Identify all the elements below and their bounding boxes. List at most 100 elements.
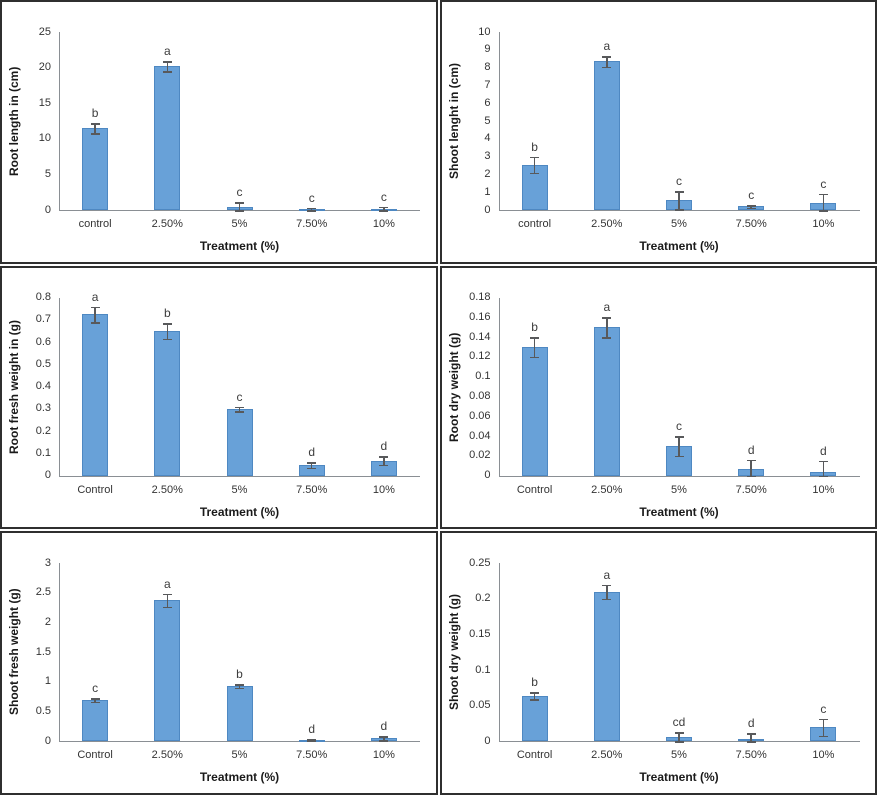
error-bar [606, 584, 608, 599]
significance-letter: a [603, 567, 611, 582]
error-bar-bottom-cap [674, 741, 684, 743]
error-bar [238, 684, 241, 688]
error-bar-top-cap [530, 692, 540, 694]
error-bar-top-cap [90, 123, 100, 125]
error-bar [533, 692, 536, 700]
y-axis-line [498, 563, 500, 742]
significance-letter: d [747, 716, 755, 731]
error-bar-top-cap [818, 718, 828, 721]
significance-letter: d [820, 443, 827, 458]
error-bar-top-cap [602, 584, 612, 587]
error-bar [94, 123, 96, 134]
y-tick-label: 7 [484, 78, 491, 91]
y-axis-title: Root fresh weight in (g) [7, 319, 21, 454]
y-tick-label: 2 [44, 616, 51, 629]
error-bar [383, 736, 385, 741]
y-tick-label: 0.05 [469, 699, 491, 712]
category-label: 2.50% [591, 749, 623, 762]
x-axis-line [59, 741, 420, 743]
category-label: 7.50% [735, 749, 767, 762]
category-label: 2.50% [151, 218, 183, 230]
y-axis-line [498, 32, 500, 210]
error-bar [166, 61, 169, 72]
y-tick-label: 0.1 [35, 446, 51, 459]
significance-letter: a [163, 576, 171, 591]
error-bar-bottom-cap [307, 210, 317, 212]
category-label: 5% [671, 483, 687, 496]
y-tick-label: 0 [44, 203, 51, 216]
category-label: 5% [231, 483, 248, 496]
y-tick-label: 9 [484, 43, 491, 56]
error-bar-top-cap [746, 733, 756, 735]
y-axis-title: Shoot dry weight (g) [446, 594, 461, 711]
bar [593, 591, 620, 742]
chart-panel-root-length: 0 5 10 15 20 25 b control a 2.50% c 5% c 7.50% c 10% Tre… [0, 0, 438, 264]
bar [82, 128, 109, 210]
significance-letter: b [531, 320, 538, 335]
significance-letter: b [163, 306, 171, 321]
error-bar-bottom-cap [602, 337, 612, 339]
bar [226, 686, 253, 742]
y-tick-label: 0 [44, 469, 51, 482]
y-tick-label: 0.6 [35, 335, 51, 348]
error-bar-bottom-cap [235, 411, 244, 413]
error-bar-bottom-cap [162, 606, 172, 609]
y-tick-label: 0.08 [469, 390, 491, 403]
x-axis-line [498, 475, 860, 477]
error-bar-bottom-cap [530, 699, 540, 701]
y-tick-label: 8 [484, 61, 491, 74]
y-tick-label: 0.14 [469, 330, 491, 343]
error-bar-top-cap [530, 156, 540, 159]
significance-letter: a [603, 300, 611, 315]
category-label: 2.50% [591, 218, 623, 230]
y-tick-label: 0.8 [35, 291, 51, 304]
error-bar-bottom-cap [379, 464, 389, 467]
error-bar-top-cap [674, 436, 684, 438]
bar [154, 600, 181, 742]
error-bar-top-cap [530, 337, 540, 339]
error-bar [238, 202, 241, 210]
error-bar [94, 698, 96, 702]
chart-panel-shoot-dry-weight: 0 0.05 0.1 0.15 0.2 0.25 b Control a 2.50% cd 5% d 7.… [439, 531, 877, 795]
error-bar [822, 718, 825, 736]
error-bar-top-cap [235, 684, 244, 686]
category-label: 7.50% [296, 218, 328, 230]
category-label: Control [77, 749, 113, 762]
chart-panel-shoot-length: 0 1 2 3 4 5 6 7 8 9 10 b control a 2.50% c 5% c 7.50% c 10% T… [439, 0, 877, 264]
y-tick-label: 0.5 [35, 357, 51, 370]
error-bar-bottom-cap [746, 207, 756, 210]
y-tick-label: 15 [38, 96, 51, 109]
category-label: 10% [372, 218, 395, 230]
bar [593, 61, 620, 210]
y-tick-label: 0.15 [469, 628, 491, 641]
y-tick-label: 10 [38, 132, 51, 145]
error-bar-top-cap [818, 193, 828, 196]
chart-panel-shoot-fresh-weight: 0 0.5 1 1.5 2 2.5 3 c Control a 2.50% b 5% d 7.50% d 10%… [0, 531, 438, 795]
y-tick-label: 10 [478, 25, 491, 38]
category-label: 5% [231, 749, 248, 762]
error-bar-bottom-cap [602, 598, 612, 601]
category-label: Control [516, 749, 553, 762]
error-bar-top-cap [162, 593, 172, 596]
error-bar-bottom-cap [674, 455, 684, 458]
category-label: 5% [671, 218, 687, 230]
bar [82, 699, 109, 742]
significance-letter: c [380, 189, 387, 204]
error-bar-top-cap [90, 698, 100, 700]
significance-letter: b [531, 675, 538, 690]
significance-letter: c [676, 174, 682, 189]
category-label: 5% [671, 749, 687, 762]
error-bar-bottom-cap [746, 475, 756, 478]
error-bar-bottom-cap [90, 701, 100, 704]
y-tick-label: 0 [484, 734, 491, 747]
error-bar-top-cap [307, 462, 317, 464]
y-tick-label: 0.18 [469, 291, 491, 304]
y-axis-title: Shoot fresh weight (g) [7, 589, 21, 716]
error-bar-top-cap [602, 317, 612, 319]
y-tick-label: 0 [484, 203, 491, 216]
significance-letter: c [748, 188, 755, 203]
category-label: Control [516, 483, 553, 496]
chart-panel-root-dry-weight: 0 0.02 0.04 0.06 0.08 0.1 0.12 0.14 0.16 0.18 b Con… [439, 265, 877, 530]
category-label: control [518, 218, 552, 230]
